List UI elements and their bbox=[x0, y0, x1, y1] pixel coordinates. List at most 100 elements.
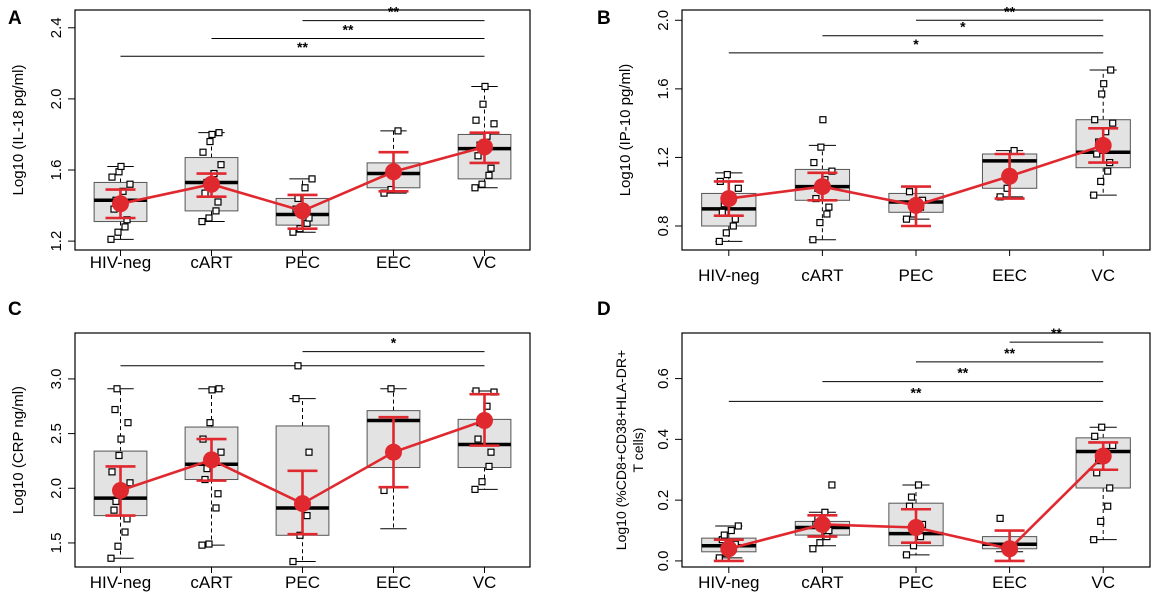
data-point bbox=[387, 385, 395, 393]
panel-label: C bbox=[8, 299, 22, 320]
y-tick-label: 2.0 bbox=[655, 10, 672, 31]
x-tick-label: HIV-neg bbox=[90, 573, 151, 592]
significance-label: ** bbox=[388, 4, 399, 20]
data-point bbox=[208, 130, 216, 139]
panel-label: A bbox=[8, 8, 22, 29]
data-point bbox=[478, 180, 486, 188]
data-point bbox=[478, 478, 486, 486]
mean-point bbox=[385, 443, 402, 461]
mean-point bbox=[294, 495, 311, 513]
data-point bbox=[212, 207, 220, 215]
panel-c: C 1.5 2.0 2.5 3.0 Log10 (CRP ng/ml) HIV-neg cAR… bbox=[8, 299, 531, 592]
mean-point bbox=[203, 451, 220, 469]
data-point bbox=[107, 235, 115, 243]
data-point bbox=[485, 462, 493, 471]
mean-point bbox=[203, 175, 220, 193]
data-point bbox=[823, 210, 831, 218]
y-tick-label: 2.5 bbox=[48, 423, 65, 444]
data-point bbox=[474, 435, 482, 443]
mean-point bbox=[112, 195, 129, 213]
mean-point bbox=[813, 178, 831, 196]
x-tick-label: VC bbox=[473, 573, 497, 592]
data-point bbox=[1093, 150, 1101, 158]
x-tick-label: VC bbox=[1091, 573, 1115, 592]
data-point bbox=[107, 554, 115, 562]
data-point bbox=[199, 148, 207, 156]
x-tick-label: VC bbox=[1091, 266, 1115, 285]
y-axis-label: Log10 (CRP ng/ml) bbox=[10, 386, 27, 514]
data-point bbox=[819, 116, 827, 124]
panel-d: D 0.0 0.2 0.4 0.6 Log10 (%CD8+CD38+HLA-DR+ T c… bbox=[597, 299, 1151, 592]
data-point bbox=[1107, 66, 1115, 74]
x-tick-label: EEC bbox=[376, 253, 411, 272]
data-point bbox=[289, 557, 297, 566]
y-axis-label: Log10 (IP-10 pg/ml) bbox=[617, 64, 634, 197]
x-tick-label: HIV-neg bbox=[698, 266, 759, 285]
data-point bbox=[394, 127, 402, 135]
y-tick-label: 0.0 bbox=[655, 550, 672, 571]
data-point bbox=[215, 385, 223, 393]
significance-label: * bbox=[391, 335, 397, 351]
data-point bbox=[734, 522, 742, 530]
x-tick-label: cART bbox=[190, 253, 232, 272]
x-tick-label: HIV-neg bbox=[90, 253, 151, 272]
panel-a: A 1.2 1.6 2.0 2.4 Log10 (IL-18 pg/ml) HIV-neg c… bbox=[8, 4, 531, 272]
data-point bbox=[481, 82, 489, 91]
y-tick-label: 1.2 bbox=[48, 231, 65, 252]
data-point bbox=[902, 215, 911, 223]
data-point bbox=[121, 528, 129, 536]
data-point bbox=[902, 551, 911, 559]
data-point bbox=[816, 539, 824, 547]
significance-label: ** bbox=[343, 21, 354, 37]
data-point bbox=[729, 222, 737, 230]
data-point bbox=[727, 526, 735, 535]
data-point bbox=[217, 161, 225, 169]
data-point bbox=[487, 448, 495, 456]
data-point bbox=[126, 180, 134, 188]
data-point bbox=[117, 435, 125, 443]
data-point bbox=[212, 504, 220, 512]
y-axis-label: Log10 (%CD8+CD38+HLA-DR+ bbox=[613, 350, 629, 550]
data-point bbox=[1010, 146, 1018, 155]
mean-point bbox=[907, 518, 925, 536]
data-point bbox=[1106, 484, 1114, 492]
x-tick-label: cART bbox=[801, 573, 843, 592]
data-point bbox=[115, 451, 123, 460]
x-tick-label: EEC bbox=[376, 573, 411, 592]
mean-point bbox=[907, 196, 925, 214]
data-point bbox=[810, 158, 818, 167]
data-point bbox=[305, 448, 313, 456]
data-point bbox=[905, 188, 914, 196]
data-point bbox=[124, 419, 132, 427]
x-tick-label: VC bbox=[473, 253, 497, 272]
y-tick-label: 2.0 bbox=[48, 478, 65, 499]
data-point bbox=[723, 170, 731, 179]
data-point bbox=[718, 208, 726, 216]
data-point bbox=[111, 405, 119, 414]
data-point bbox=[809, 236, 817, 244]
data-point bbox=[474, 152, 482, 160]
x-tick-label: HIV-neg bbox=[698, 573, 759, 592]
y-tick-label: 1.6 bbox=[48, 160, 65, 181]
data-point bbox=[294, 194, 302, 203]
data-point bbox=[1090, 536, 1098, 544]
data-point bbox=[198, 541, 206, 549]
y-tick-label: 0.6 bbox=[655, 368, 672, 389]
data-point bbox=[289, 228, 297, 236]
data-point bbox=[817, 143, 825, 151]
data-point bbox=[292, 395, 300, 403]
y-tick-label: 1.6 bbox=[655, 78, 672, 99]
mean-point bbox=[1094, 447, 1112, 465]
data-point bbox=[487, 164, 495, 172]
data-point bbox=[1100, 80, 1108, 88]
data-point bbox=[1091, 116, 1099, 124]
data-point bbox=[217, 448, 225, 456]
data-point bbox=[1109, 119, 1117, 127]
significance-label: * bbox=[960, 19, 966, 35]
x-tick-label: PEC bbox=[899, 573, 934, 592]
data-point bbox=[1098, 90, 1106, 98]
data-point bbox=[1098, 423, 1106, 431]
mean-point bbox=[813, 515, 831, 533]
data-point bbox=[996, 514, 1004, 522]
